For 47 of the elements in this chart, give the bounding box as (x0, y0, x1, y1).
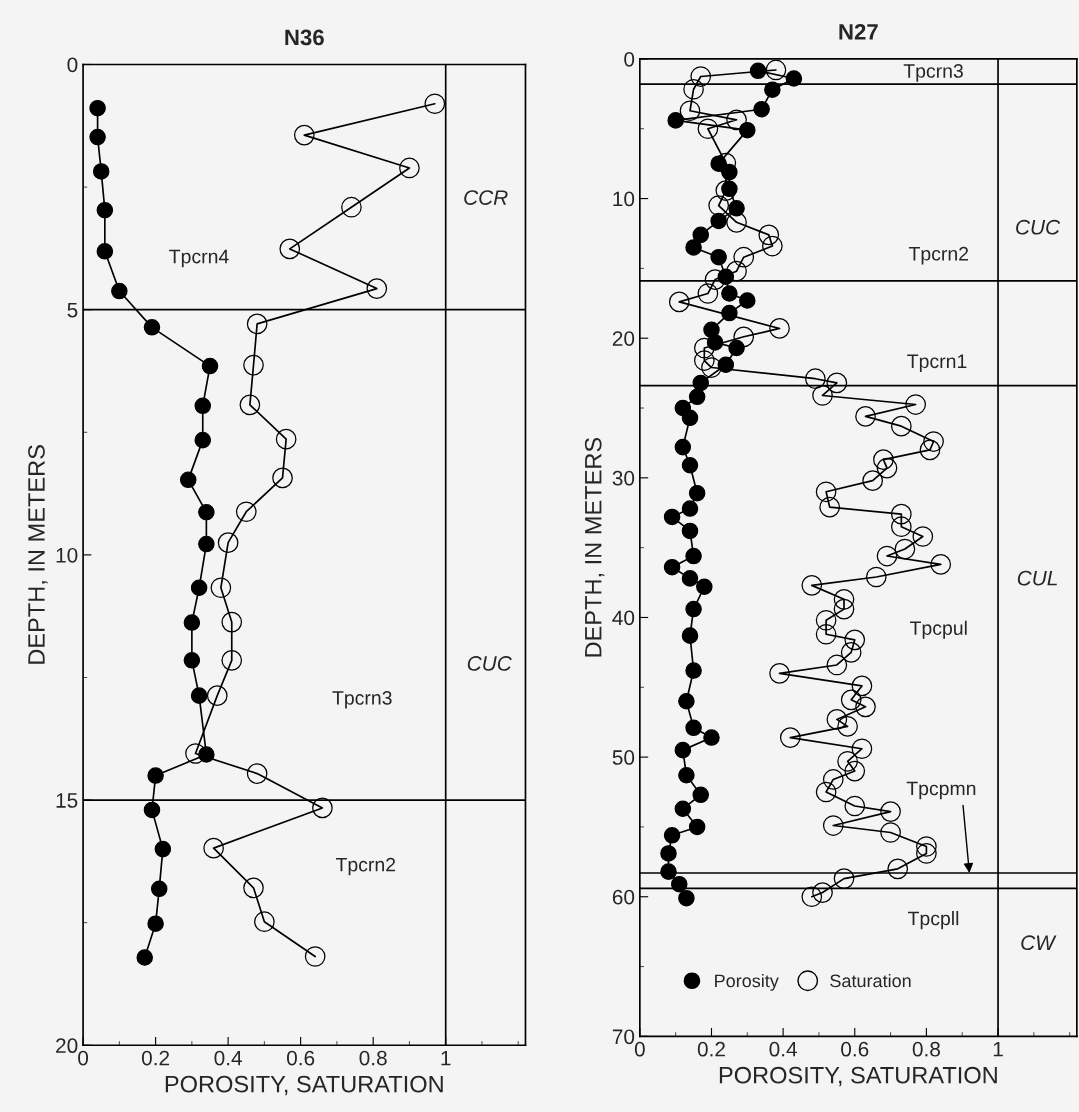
y-tick-label: 60 (612, 889, 635, 905)
annotation: Tpcrn3 (903, 64, 963, 82)
x-tick-label: 0.2 (697, 1041, 725, 1057)
x-axis-title: POROSITY, SATURATION (165, 1075, 443, 1096)
legend-label: Saturation (830, 973, 911, 988)
legend-label: Porosity (715, 973, 779, 991)
annotation: Tpcrn2 (335, 857, 396, 876)
y-tick-label: 5 (67, 302, 78, 318)
y-tick-label: 20 (56, 1038, 78, 1054)
y-tick-label: 20 (612, 331, 635, 346)
y-tick-label: 15 (56, 793, 78, 808)
x-tick-label: 0.4 (769, 1041, 797, 1057)
annotation: CUC (1016, 219, 1061, 235)
annotation: Tpcrn2 (908, 246, 969, 265)
x-tick-label: 0.6 (286, 1050, 315, 1066)
annotation: Tpcpmn (906, 781, 976, 800)
annotation: Tpcrn1 (907, 354, 967, 372)
x-tick-label: 0.2 (141, 1050, 170, 1066)
y-tick-label: 0 (67, 57, 78, 73)
y-tick-label: 10 (613, 191, 635, 207)
y-tick-label: 70 (612, 1029, 635, 1045)
x-axis-title: POROSITY, SATURATION (719, 1066, 997, 1087)
y-axis-title: DEPTH, IN METERS (584, 437, 605, 657)
x-tick-label: 0.8 (359, 1050, 387, 1066)
annotation: CUC (467, 656, 512, 671)
annotation: CW (1021, 935, 1057, 951)
x-tick-label: 0 (78, 1050, 89, 1066)
y-tick-label: 0 (624, 51, 635, 67)
x-tick-label: 0.6 (841, 1041, 869, 1057)
annotation: Tpcpul (910, 620, 967, 639)
x-tick-label: 0.4 (214, 1050, 242, 1066)
annotation: CCR (464, 190, 508, 205)
y-axis-title: DEPTH, IN METERS (28, 445, 48, 664)
x-tick-label: 0 (634, 1041, 645, 1057)
annotation: CUL (1017, 570, 1057, 586)
chart-title: N27 (839, 23, 878, 40)
y-tick-label: 50 (612, 750, 635, 765)
y-tick-label: 10 (56, 547, 78, 563)
annotation: Tpcrn3 (332, 691, 392, 709)
chart-title: N36 (285, 29, 324, 46)
y-tick-label: 40 (612, 610, 635, 626)
y-tick-label: 30 (612, 470, 635, 486)
x-tick-label: 0.8 (912, 1041, 940, 1057)
x-tick-label: 1 (441, 1050, 451, 1066)
x-tick-label: 1 (993, 1042, 1003, 1057)
annotation: Tpcrn4 (169, 249, 229, 268)
annotation: Tpcpll (908, 911, 959, 930)
